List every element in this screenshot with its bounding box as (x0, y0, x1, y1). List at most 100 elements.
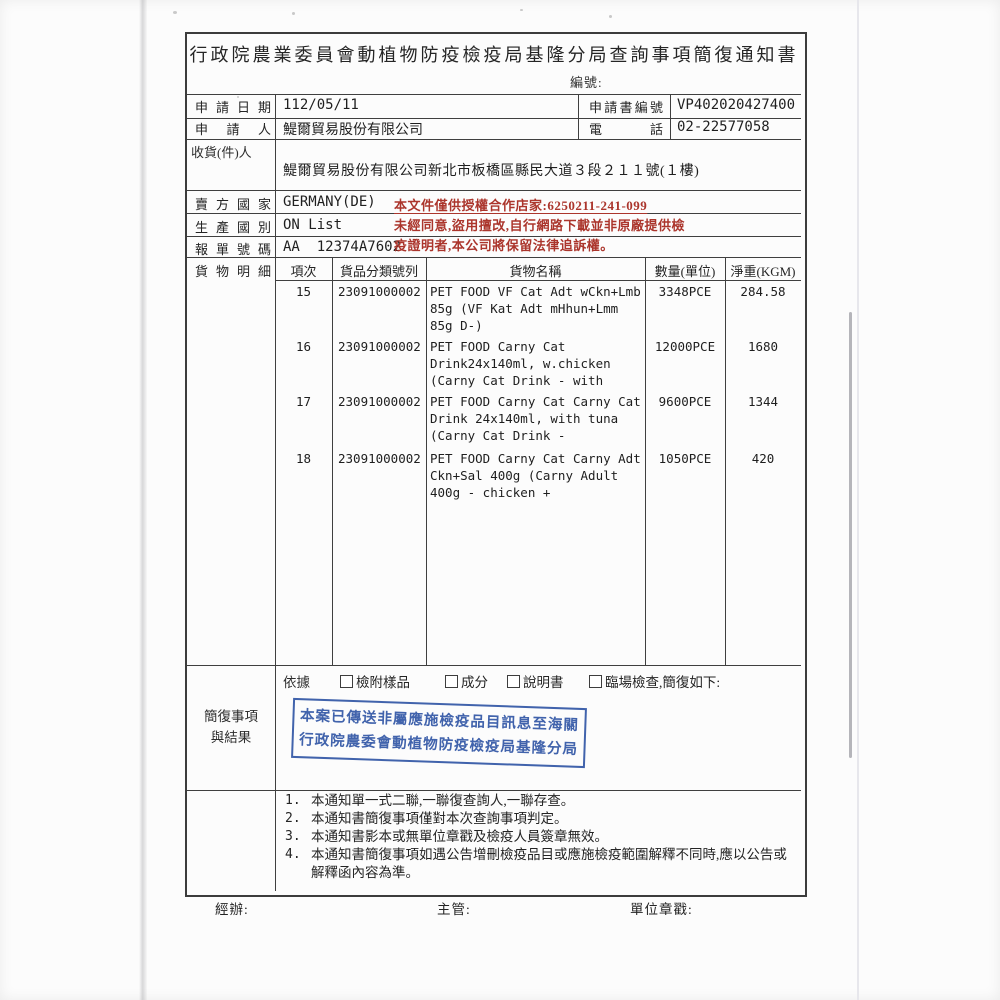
basis-option-label: 成分 (461, 675, 488, 690)
basis-option-sample: 檢附樣品 (340, 671, 410, 691)
goods-row-code: 23091000002 (338, 451, 421, 466)
phone-label: 電話 (589, 122, 663, 137)
basis-option-ingredient: 成分 (445, 671, 488, 691)
column-border (670, 94, 671, 139)
note-number: 2. (285, 811, 301, 826)
scan-edge-shadow (849, 312, 852, 758)
checkbox-icon (340, 675, 353, 688)
reply-section-label: 簡復事項 與結果 (204, 709, 258, 745)
note-item: 1. 本通知單一式二聯,一聯復查詢人,一聯存查。 (285, 792, 793, 810)
application-no-label: 申請書編號 (589, 100, 663, 115)
goods-row-weight: 284.58 (740, 284, 786, 299)
basis-option-label: 臨場檢查,簡復如下: (605, 675, 721, 690)
unit-seal-label: 單位章戳: (630, 902, 693, 917)
seller-country-label: 賣方國家 (195, 197, 271, 212)
goods-row-name: PET FOOD VF Cat Adt wCkn+Lmb 85g (VF Kat… (430, 284, 641, 333)
seller-country-value: GERMANY(DE) (283, 194, 376, 210)
row-border (187, 790, 801, 791)
scan-speck (173, 11, 177, 14)
goods-column-border (426, 257, 427, 665)
goods-row-code: 23091000002 (338, 394, 421, 409)
page-fold-line (139, 0, 147, 1000)
declaration-no-value: AA 12374A7602 (283, 239, 402, 255)
applicant-value: 鯷爾貿易股份有限公司 (283, 123, 423, 138)
scan-speck (520, 9, 523, 11)
note-item: 3. 本通知書影本或無單位章戳及檢疫人員簽章無效。 (285, 828, 793, 846)
goods-row-seq: 16 (295, 339, 312, 354)
red-notice-line1: 本文件僅供授權合作店家:6250211-241-099 (394, 198, 648, 213)
goods-column-border (645, 257, 646, 665)
note-item: 2. 本通知書簡復事項僅對本次查詢事項判定。 (285, 810, 793, 828)
row-border (187, 94, 801, 95)
goods-row-seq: 15 (295, 284, 312, 299)
row-border (187, 139, 801, 140)
goods-header-weight: 淨重(KGM) (730, 264, 796, 279)
basis-option-label: 說明書 (523, 675, 564, 690)
goods-row-name: PET FOOD Carny Cat Drink24x140ml, w.chic… (430, 339, 611, 388)
supervisor-label: 主管: (437, 902, 471, 917)
row-border (187, 213, 801, 214)
goods-row-name: PET FOOD Carny Cat Carny Adt Ckn+Sal 400… (430, 451, 641, 500)
scan-edge-line (857, 0, 859, 1000)
checkbox-icon (507, 675, 520, 688)
scan-speck (237, 96, 239, 98)
goods-row-qty: 1050PCE (658, 451, 712, 466)
serial-number-label: 編號: (570, 75, 603, 90)
goods-header-seq: 項次 (290, 264, 317, 279)
checkbox-icon (589, 675, 602, 688)
goods-row-qty: 9600PCE (658, 394, 712, 409)
application-no-value: VP402020427400 (677, 97, 796, 113)
goods-row-code: 23091000002 (338, 284, 421, 299)
column-border (578, 94, 579, 139)
scan-speck (292, 12, 295, 15)
consignee-label: 收貨(件)人 (191, 145, 252, 160)
basis-label: 依據 (283, 675, 310, 690)
row-border (187, 257, 801, 258)
note-number: 4. (285, 847, 301, 862)
declaration-no-label: 報單號碼 (195, 242, 271, 257)
goods-section-label: 貨物明細 (195, 264, 271, 279)
note-number: 1. (285, 793, 301, 808)
row-border (187, 236, 801, 237)
red-notice-body: 未經同意,盜用擅改,自行網路下載並非原廠提供檢 疫證明者,本公司將保留法律追訴權… (394, 218, 686, 253)
note-text: 本通知書簡復事項如遇公告增刪檢疫品目或應施檢疫範圍解釋不同時,應以公告或解釋函內… (311, 847, 787, 880)
document-title: 行政院農業委員會動植物防疫檢疫局基隆分局查詢事項簡復通知書 (189, 45, 799, 65)
note-number: 3. (285, 829, 301, 844)
production-country-value: ON List (283, 217, 343, 233)
goods-header-code: 貨品分類號列 (339, 264, 418, 279)
label-column-border (275, 94, 276, 891)
apply-date-value: 112/05/11 (283, 97, 359, 113)
checkbox-icon (445, 675, 458, 688)
phone-value: 02-22577058 (677, 119, 770, 135)
basis-option-label: 檢附樣品 (356, 675, 410, 690)
goods-header-name: 貨物名稱 (509, 264, 562, 279)
handler-label: 經辦: (215, 902, 249, 917)
goods-row-weight: 1344 (747, 394, 779, 409)
goods-row-weight: 420 (751, 451, 775, 466)
goods-row-seq: 17 (295, 394, 312, 409)
goods-row-code: 23091000002 (338, 339, 421, 354)
goods-row-seq: 18 (295, 451, 312, 466)
goods-header-qty: 數量(單位) (654, 264, 716, 279)
note-text: 本通知書影本或無單位章戳及檢疫人員簽章無效。 (311, 829, 608, 844)
apply-date-label: 申請日期 (195, 100, 271, 115)
goods-column-border (332, 257, 333, 665)
note-text: 本通知單一式二聯,一聯復查詢人,一聯存查。 (311, 793, 575, 808)
row-border (187, 190, 801, 191)
goods-row-qty: 12000PCE (654, 339, 716, 354)
basis-option-manual: 說明書 (507, 671, 564, 691)
goods-header-border (275, 280, 801, 281)
notice-form: 行政院農業委員會動植物防疫檢疫局基隆分局查詢事項簡復通知書 編號: 申請日期 1… (185, 32, 807, 897)
scan-speck (609, 15, 612, 18)
notes-list: 1. 本通知單一式二聯,一聯復查詢人,一聯存查。 2. 本通知書簡復事項僅對本次… (285, 792, 793, 882)
goods-column-border (725, 257, 726, 665)
quarantine-office-stamp: 本案已傳送非屬應施檢疫品目訊息至海關 行政院農委會動植物防疫檢疫局基隆分局 (291, 697, 587, 769)
consignee-value: 鯷爾貿易股份有限公司新北市板橋區縣民大道３段２１１號(１樓) (283, 164, 700, 179)
applicant-label: 申請人 (195, 122, 271, 137)
goods-row-weight: 1680 (747, 339, 779, 354)
note-text: 本通知書簡復事項僅對本次查詢事項判定。 (311, 811, 568, 826)
goods-row-name: PET FOOD Carny Cat Carny Cat Drink 24x14… (430, 394, 641, 443)
basis-option-onsite: 臨場檢查,簡復如下: (589, 671, 720, 691)
row-border (187, 665, 801, 666)
